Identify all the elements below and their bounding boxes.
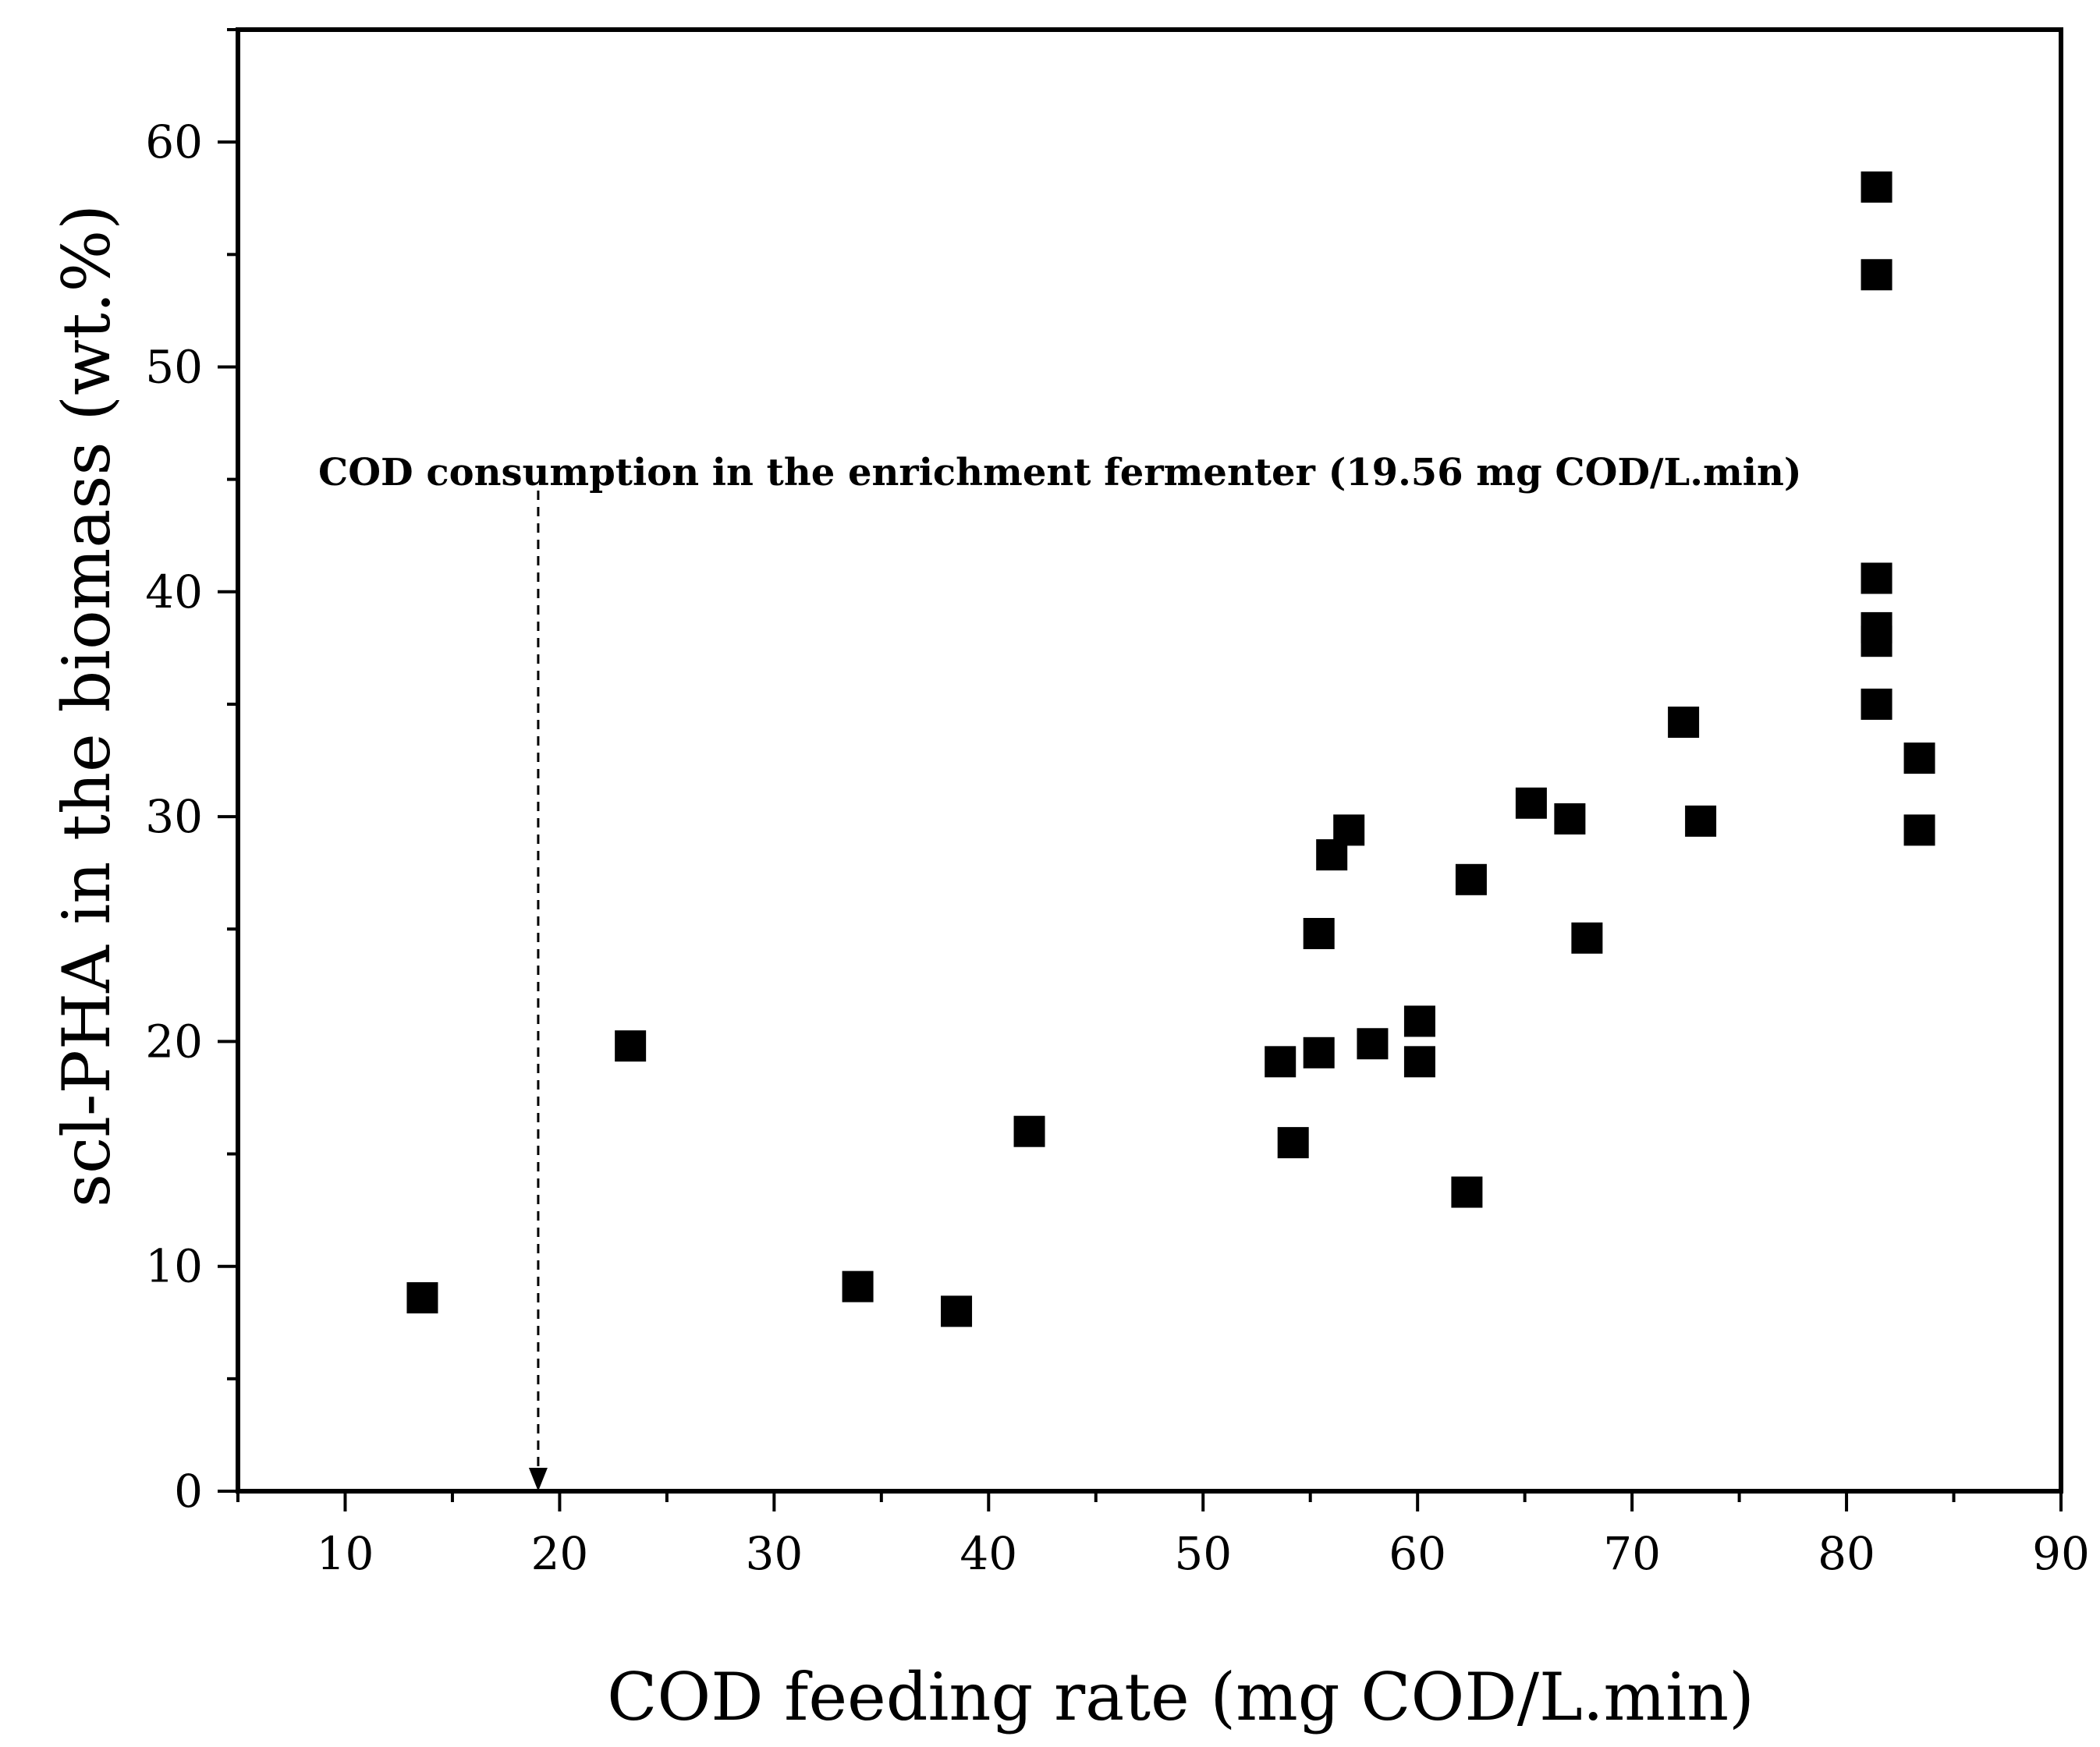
y-axis-title: scl-PHA in the biomass (wt.%) xyxy=(48,204,125,1207)
data-point xyxy=(1861,171,1892,203)
data-point xyxy=(1455,863,1487,895)
y-tick-label: 50 xyxy=(145,340,203,393)
data-point xyxy=(1013,1115,1045,1147)
data-point xyxy=(1403,1005,1435,1037)
data-point xyxy=(1668,706,1700,738)
annotation-label: COD consumption in the enrichment fermen… xyxy=(318,451,1802,494)
data-point xyxy=(1303,1037,1335,1068)
x-tick-label: 10 xyxy=(317,1527,374,1580)
y-tick-label: 60 xyxy=(145,115,203,168)
data-point xyxy=(1861,562,1892,594)
data-point xyxy=(1861,688,1892,720)
axis-tick-labels: 10 20 30 40 50 60 70 80 90 0 10 20 30 40 50 60 xyxy=(145,115,2090,1580)
annotation-arrow-head xyxy=(528,1468,548,1491)
plot-area-frame xyxy=(236,27,2063,1494)
data-point xyxy=(941,1295,973,1327)
y-tick-label: 40 xyxy=(145,565,203,618)
data-point xyxy=(1861,259,1892,291)
x-tick-label: 80 xyxy=(1818,1527,1875,1580)
x-tick-label: 90 xyxy=(2032,1527,2090,1580)
x-tick-label: 50 xyxy=(1174,1527,1232,1580)
data-point xyxy=(1571,922,1603,954)
data-point xyxy=(406,1282,438,1314)
data-point xyxy=(1554,803,1586,835)
data-point xyxy=(1451,1176,1483,1208)
x-axis-title: COD feeding rate (mg COD/L.min) xyxy=(607,1659,1754,1735)
data-point xyxy=(1515,787,1547,819)
data-point xyxy=(1861,625,1892,657)
y-tick-label: 10 xyxy=(145,1240,203,1293)
data-point xyxy=(615,1030,647,1062)
data-point xyxy=(1903,742,1935,774)
x-tick-label: 30 xyxy=(745,1527,803,1580)
data-point xyxy=(1903,814,1935,846)
x-tick-label: 40 xyxy=(960,1527,1017,1580)
y-tick-label: 20 xyxy=(145,1015,203,1068)
data-point xyxy=(1357,1028,1389,1060)
data-point xyxy=(1333,814,1365,846)
data-point xyxy=(1277,1127,1309,1159)
y-tick-label: 30 xyxy=(145,790,203,843)
data-point xyxy=(1303,917,1335,949)
data-points xyxy=(406,171,1935,1327)
y-tick-label: 0 xyxy=(174,1465,203,1518)
data-point xyxy=(1685,805,1717,837)
data-point xyxy=(1403,1046,1435,1078)
data-point xyxy=(1265,1046,1297,1078)
annotation-group: COD consumption in the enrichment fermen… xyxy=(318,451,1802,1491)
data-point xyxy=(842,1270,874,1302)
x-tick-label: 70 xyxy=(1603,1527,1661,1580)
x-tick-label: 60 xyxy=(1389,1527,1446,1580)
x-tick-label: 20 xyxy=(531,1527,589,1580)
